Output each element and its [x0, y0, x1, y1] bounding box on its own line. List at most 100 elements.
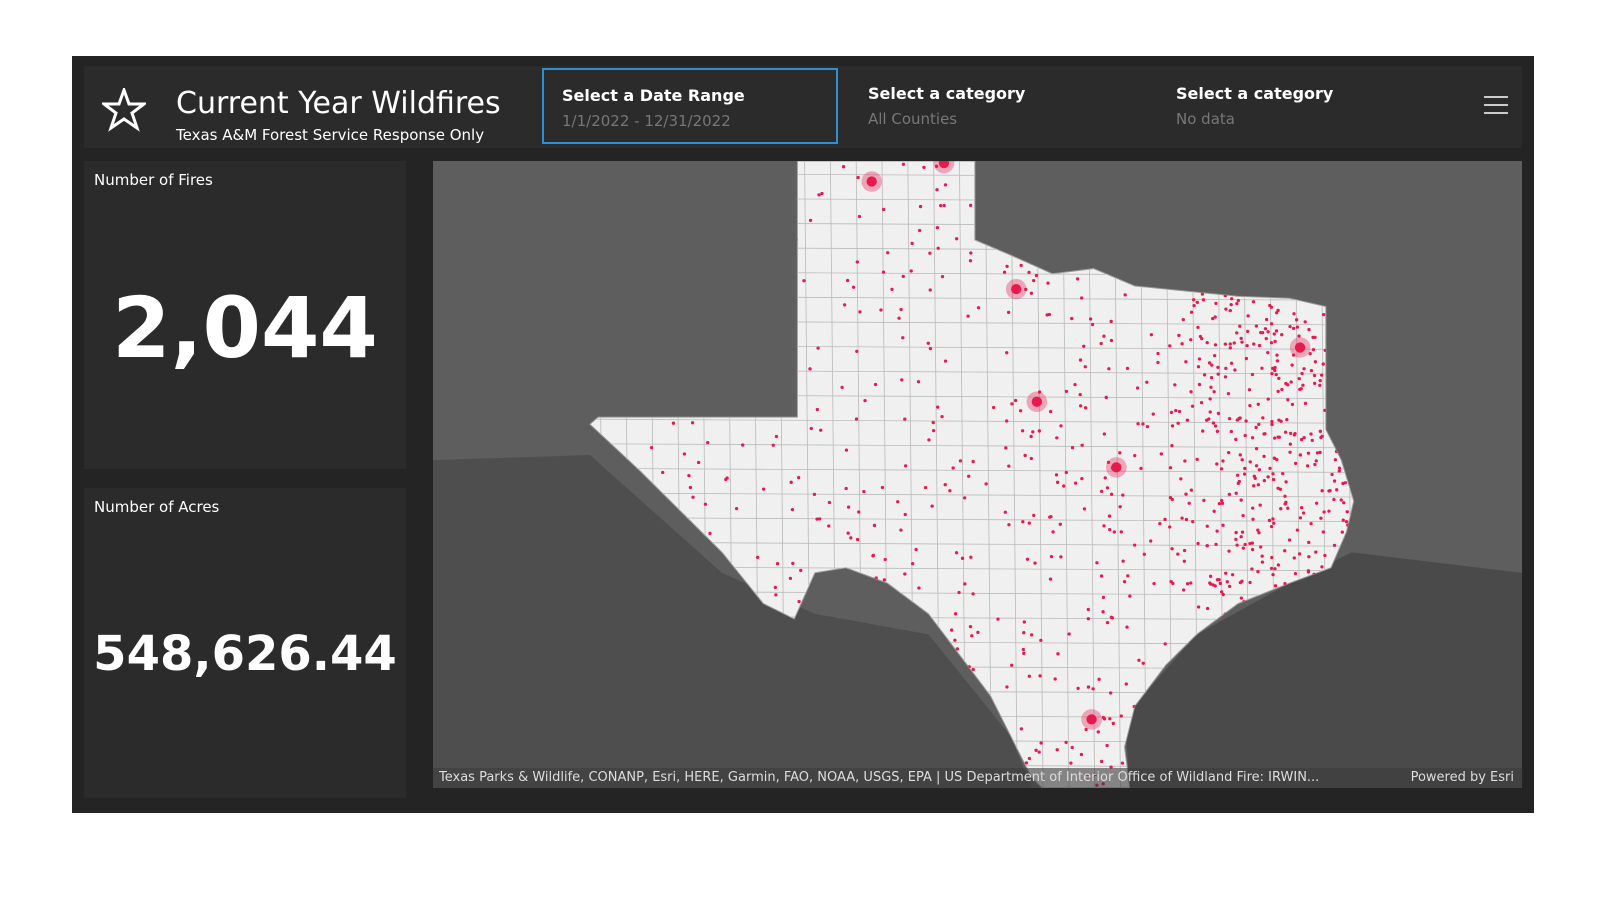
fire-point — [967, 474, 971, 478]
fire-point — [1333, 458, 1338, 462]
fire-point — [1122, 579, 1127, 584]
fire-point — [1217, 578, 1221, 582]
fire-point — [1192, 298, 1196, 302]
fire-point — [1205, 606, 1210, 611]
fire-point — [1307, 327, 1311, 332]
filter-dropdown[interactable]: Select a category No data — [1158, 68, 1454, 144]
fire-point — [1076, 686, 1080, 691]
fire-point — [1180, 516, 1184, 520]
fire-point — [1136, 422, 1140, 426]
fire-point — [1337, 469, 1341, 473]
fire-point — [886, 251, 890, 255]
fire-point — [856, 175, 860, 180]
fire-point — [1256, 570, 1260, 574]
fire-point — [844, 448, 849, 452]
fire-point — [918, 204, 923, 209]
fire-point — [1256, 402, 1260, 406]
fire-point — [1277, 376, 1281, 381]
fire-point — [922, 165, 926, 170]
fire-point — [1182, 588, 1186, 592]
attribution-bar: Texas Parks & Wildlife, CONANP, Esri, HE… — [433, 768, 1522, 788]
fire-point — [1250, 567, 1254, 571]
fire-point — [1314, 501, 1319, 505]
fire-point — [1201, 429, 1205, 433]
fire-point — [1197, 357, 1202, 361]
fire-cluster — [1086, 714, 1097, 725]
fire-point — [1303, 401, 1308, 405]
fire-point — [1318, 450, 1322, 455]
fire-point — [1191, 520, 1195, 524]
fire-point — [1240, 458, 1244, 462]
fire-point — [1271, 472, 1275, 476]
fire-point — [706, 440, 710, 445]
fire-point — [1107, 367, 1111, 371]
fire-point — [1315, 451, 1320, 455]
fire-point — [943, 183, 948, 187]
fire-point — [1027, 270, 1031, 275]
fire-point — [1298, 516, 1303, 520]
fire-point — [1240, 530, 1245, 534]
fire-point — [1273, 436, 1277, 440]
fire-point — [1318, 383, 1322, 388]
fire-point — [1096, 730, 1100, 734]
fire-point — [1169, 410, 1174, 415]
fire-point — [1112, 530, 1116, 534]
fire-point — [1197, 382, 1202, 387]
fire-point — [1225, 580, 1229, 584]
fire-point — [1208, 410, 1212, 414]
fire-point — [1070, 316, 1074, 321]
fire-point — [976, 630, 980, 635]
fire-point — [1024, 287, 1028, 292]
fire-point — [1251, 506, 1255, 510]
fire-point — [917, 586, 921, 590]
fire-point — [1270, 419, 1274, 424]
fire-point — [1248, 403, 1252, 408]
fire-point — [927, 438, 931, 442]
filter-dropdown[interactable]: Select a Date Range 1/1/2022 - 12/31/202… — [542, 68, 838, 144]
fire-point — [849, 536, 853, 540]
fire-point — [1293, 461, 1298, 466]
fire-point — [1269, 524, 1274, 529]
fire-point — [1176, 421, 1180, 425]
fire-point — [1271, 477, 1276, 482]
fire-point — [936, 405, 940, 409]
fire-point — [1021, 647, 1025, 652]
fire-point — [1228, 342, 1232, 346]
fire-point — [1056, 652, 1060, 656]
fire-point — [1021, 520, 1025, 524]
fire-point — [914, 547, 918, 552]
fire-point — [1305, 464, 1310, 468]
fire-point — [872, 523, 877, 528]
fire-point — [734, 506, 739, 511]
fire-point — [708, 531, 712, 536]
fire-point — [1250, 547, 1255, 552]
fire-point — [1295, 528, 1300, 532]
fire-point — [1266, 351, 1270, 355]
fire-point — [882, 207, 886, 212]
fire-point — [1311, 347, 1316, 352]
subtitle: Texas A&M Forest Service Response Only — [176, 126, 485, 144]
fire-point — [1235, 543, 1239, 547]
fire-point — [1083, 365, 1087, 369]
fire-point — [1055, 436, 1059, 440]
fire-point — [827, 500, 832, 505]
fire-point — [820, 191, 824, 196]
fire-point — [939, 203, 943, 208]
fire-point — [1196, 605, 1201, 609]
fire-point — [1221, 592, 1225, 597]
map[interactable] — [433, 161, 1522, 788]
fire-point — [963, 582, 967, 586]
county-line — [589, 492, 1354, 498]
fire-point — [935, 226, 940, 230]
fire-point — [1263, 327, 1268, 331]
filter-dropdown[interactable]: Select a category All Counties — [850, 68, 1146, 144]
fire-point — [899, 307, 903, 312]
fire-point — [969, 251, 973, 255]
fire-point — [1275, 353, 1279, 357]
fire-point — [1133, 453, 1137, 458]
fire-point — [1244, 419, 1248, 423]
fire-point — [1214, 542, 1218, 547]
fire-point — [1010, 663, 1014, 667]
menu-button[interactable] — [1484, 94, 1510, 118]
fire-point — [1219, 467, 1224, 471]
